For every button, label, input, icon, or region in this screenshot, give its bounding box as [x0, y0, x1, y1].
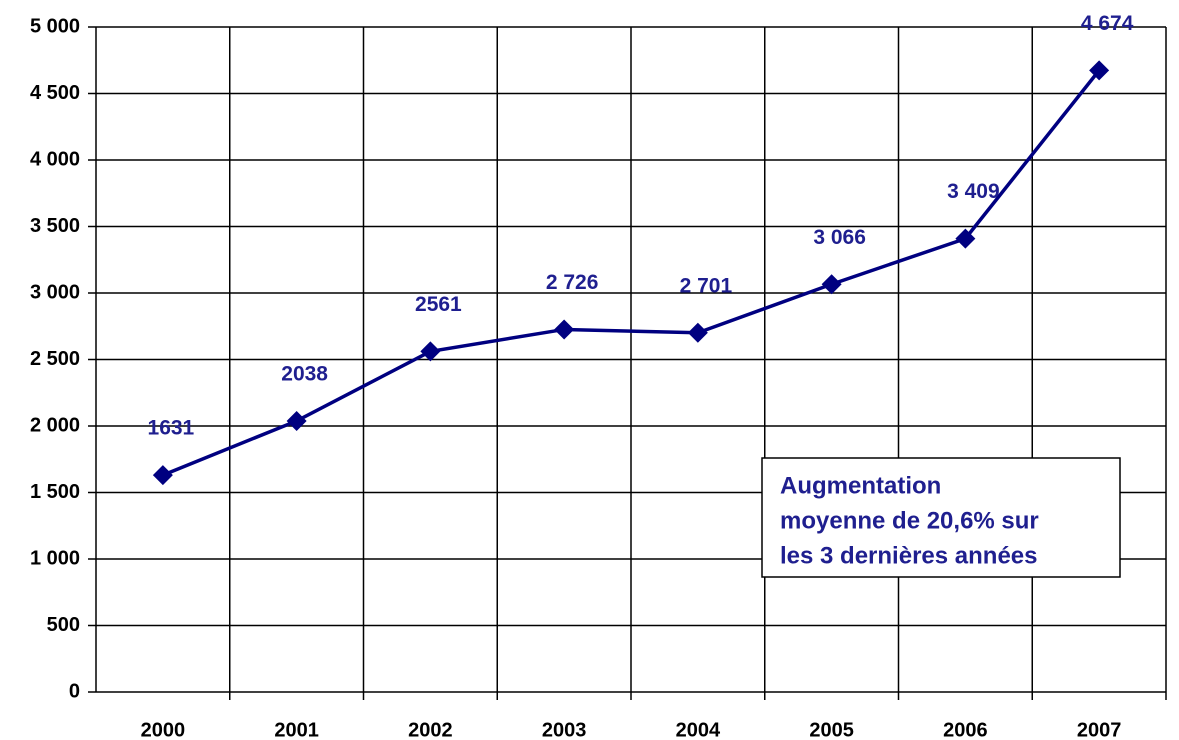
- y-tick-label: 5 000: [30, 15, 80, 37]
- x-tick-label: 2002: [408, 719, 453, 740]
- marker: [687, 322, 708, 343]
- x-tick-label: 2003: [542, 719, 587, 740]
- x-tick-label: 2000: [141, 719, 186, 740]
- annotation-text: moyenne de 20,6% sur: [780, 507, 1039, 534]
- y-tick-label: 500: [47, 614, 80, 636]
- data-label: 2561: [415, 293, 462, 316]
- x-tick-label: 2006: [943, 719, 988, 740]
- marker: [420, 341, 441, 362]
- data-label: 1631: [148, 417, 195, 440]
- x-tick-label: 2007: [1077, 719, 1122, 740]
- x-tick-label: 2004: [676, 719, 721, 740]
- marker: [1089, 60, 1110, 81]
- y-tick-label: 1 500: [30, 481, 80, 503]
- marker: [821, 274, 842, 295]
- y-tick-label: 2 500: [30, 348, 80, 370]
- marker: [554, 319, 575, 340]
- data-label: 4 674: [1081, 12, 1134, 35]
- data-label: 2038: [281, 362, 328, 385]
- y-tick-label: 3 500: [30, 215, 80, 237]
- x-tick-label: 2005: [809, 719, 854, 740]
- annotation-box: [761, 457, 1121, 578]
- marker: [286, 410, 307, 431]
- data-label: 3 066: [813, 226, 866, 249]
- y-tick-label: 2 000: [30, 414, 80, 436]
- y-tick-label: 4 000: [30, 148, 80, 170]
- y-tick-label: 1 000: [30, 547, 80, 569]
- y-tick-label: 4 500: [30, 82, 80, 104]
- data-label: 3 409: [947, 180, 1000, 203]
- annotation-text: Augmentation: [780, 472, 941, 499]
- y-tick-label: 3 000: [30, 281, 80, 303]
- marker: [955, 228, 976, 249]
- x-tick-label: 2001: [274, 719, 319, 740]
- line: [162, 69, 1101, 477]
- annotation-text: les 3 dernières années: [780, 542, 1037, 569]
- marker: [152, 465, 173, 486]
- y-tick-label: 0: [69, 680, 80, 702]
- data-label: 2 701: [680, 274, 733, 297]
- data-label: 2 726: [546, 271, 599, 294]
